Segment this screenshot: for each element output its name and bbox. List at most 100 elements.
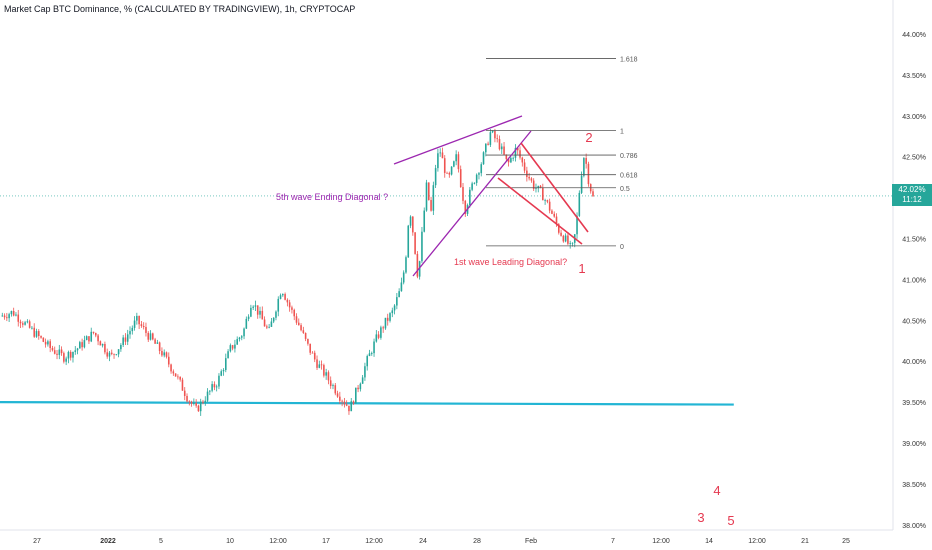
candle-body [450, 166, 453, 175]
candle-body [464, 200, 467, 214]
candle-body [138, 315, 140, 325]
candle-body [145, 327, 147, 333]
x-tick-label: 7 [611, 538, 615, 545]
candle-body [131, 327, 134, 332]
candle-body [459, 169, 462, 188]
candle-body [240, 336, 243, 338]
candle-body [416, 253, 419, 277]
candle-body [475, 174, 478, 183]
candle-body [514, 147, 517, 158]
candle-body [104, 343, 106, 353]
candle-body [197, 405, 200, 412]
candle-body [215, 386, 218, 388]
candle-body [405, 257, 407, 273]
candle-body [60, 349, 63, 354]
candle-body [334, 385, 337, 394]
candle-body [56, 353, 58, 355]
candle-body [414, 232, 416, 254]
candle-body [261, 310, 264, 320]
candle-body [245, 318, 248, 329]
candle-body [97, 335, 99, 342]
candle-body [140, 324, 143, 327]
candle-body [448, 172, 451, 175]
candle-body [229, 345, 232, 352]
candle-body [350, 401, 353, 412]
candle-body [254, 305, 257, 307]
candle-body [195, 403, 197, 406]
candle-body [17, 314, 20, 322]
candle-body [172, 371, 175, 374]
x-tick-label: 27 [33, 538, 41, 545]
candle-body [412, 216, 414, 233]
x-tick-label: 2022 [100, 538, 116, 545]
candle-body [320, 364, 323, 366]
candle-body [88, 336, 90, 342]
candle-body [391, 310, 394, 314]
candle-body [482, 152, 485, 165]
candle-body [336, 393, 339, 397]
candle-body [181, 379, 184, 391]
candle-body [122, 337, 124, 345]
candle-body [76, 348, 79, 351]
leading-diagonal-lower-line [497, 177, 583, 245]
candle-body [108, 352, 111, 357]
x-tick-label: 28 [473, 538, 481, 545]
fib-level-label: 0 [620, 244, 624, 251]
candle-body [152, 333, 154, 340]
candle-body [163, 352, 166, 356]
candle-body [551, 210, 553, 214]
candle-body [211, 384, 213, 391]
candle-body [546, 200, 549, 202]
y-tick-label: 38.50% [902, 482, 926, 489]
candle-body [220, 371, 223, 376]
candle-body [35, 331, 38, 337]
candle-body [553, 213, 556, 217]
candle-body [457, 154, 460, 170]
leading-diagonal-upper-line [520, 142, 589, 233]
candle-body [396, 297, 398, 306]
y-tick-label: 43.00% [902, 114, 926, 121]
candle-body [562, 235, 565, 242]
y-tick-label: 44.00% [902, 32, 926, 39]
fib-level-label: 0.5 [620, 186, 630, 193]
candle-body [519, 150, 521, 158]
candle-body [259, 310, 261, 315]
wave-label-4: 4 [713, 483, 720, 498]
candle-body [427, 182, 430, 201]
candle-body [359, 383, 362, 390]
candle-body [571, 242, 574, 244]
candle-body [491, 130, 494, 133]
x-tick-label: 21 [801, 538, 809, 545]
candle-body [133, 320, 136, 328]
candle-body [567, 235, 569, 244]
candle-body [373, 341, 375, 354]
wave-label-5: 5 [727, 513, 734, 528]
candle-body [193, 403, 195, 404]
candle-body [494, 130, 496, 139]
candle-body [10, 311, 13, 315]
candle-body [247, 316, 250, 319]
candle-body [250, 307, 252, 317]
candle-body [231, 345, 234, 349]
candle-body [380, 327, 382, 338]
candle-body [243, 328, 245, 337]
candle-body [530, 178, 533, 181]
candle-body [439, 152, 441, 154]
candle-body [277, 298, 280, 312]
fib-level-label: 0.786 [620, 153, 638, 160]
candle-body [268, 326, 270, 328]
candle-body [512, 157, 514, 159]
candle-body [548, 201, 551, 211]
candle-body [183, 390, 186, 396]
candle-body [199, 401, 202, 412]
candle-body [345, 404, 348, 406]
candle-body [15, 314, 17, 316]
candle-body [423, 210, 426, 232]
leading-diagonal-annotation: 1st wave Leading Diagonal? [454, 257, 567, 267]
candle-body [177, 376, 179, 378]
candle-body [47, 341, 49, 345]
candle-body [3, 315, 6, 318]
candle-body [236, 339, 238, 345]
